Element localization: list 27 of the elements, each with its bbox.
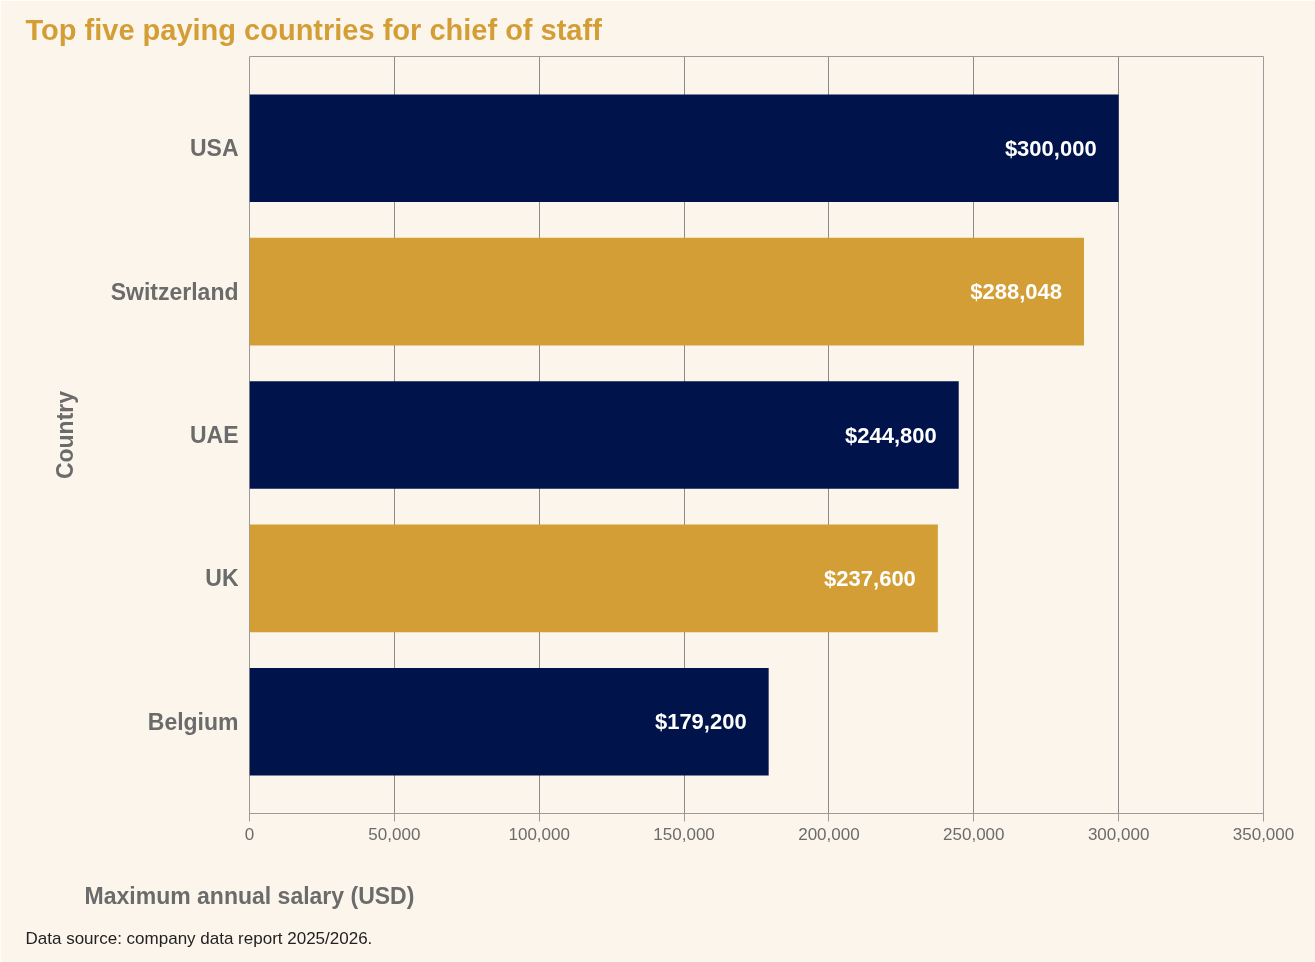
y-tick-label: UAE <box>189 422 239 448</box>
bar <box>249 237 1085 346</box>
x-tick-label: 350,000 <box>1232 824 1295 844</box>
y-axis-title: Country <box>51 390 78 480</box>
bar <box>249 667 769 776</box>
source-note: Data source: company data report 2025/2026. <box>25 928 373 948</box>
x-tick-label: 50,000 <box>368 824 421 844</box>
x-tick-label: 250,000 <box>943 824 1005 844</box>
data-label: $244,800 <box>844 422 937 448</box>
bar <box>249 94 1119 203</box>
y-tick-label: Switzerland <box>110 278 239 305</box>
data-label: $179,200 <box>654 709 747 735</box>
x-tick-label: 300,000 <box>1087 824 1150 844</box>
x-axis-title: Maximum annual salary (USD) <box>84 882 415 909</box>
data-label: $237,600 <box>824 565 916 591</box>
data-label: $288,048 <box>970 279 1063 305</box>
bar <box>249 524 938 633</box>
bar <box>249 381 959 489</box>
data-label: $300,000 <box>1004 135 1097 161</box>
y-tick-label: Belgium <box>147 708 239 735</box>
x-tick-label: 0 <box>244 824 255 844</box>
y-tick-label: USA <box>189 135 239 162</box>
x-tick-label: 200,000 <box>798 824 860 844</box>
x-tick-label: 100,000 <box>508 824 570 844</box>
y-tick-label: UK <box>205 565 239 592</box>
chart-title: Top five paying countries for chief of staff <box>25 13 603 46</box>
x-tick-label: 150,000 <box>653 824 715 844</box>
